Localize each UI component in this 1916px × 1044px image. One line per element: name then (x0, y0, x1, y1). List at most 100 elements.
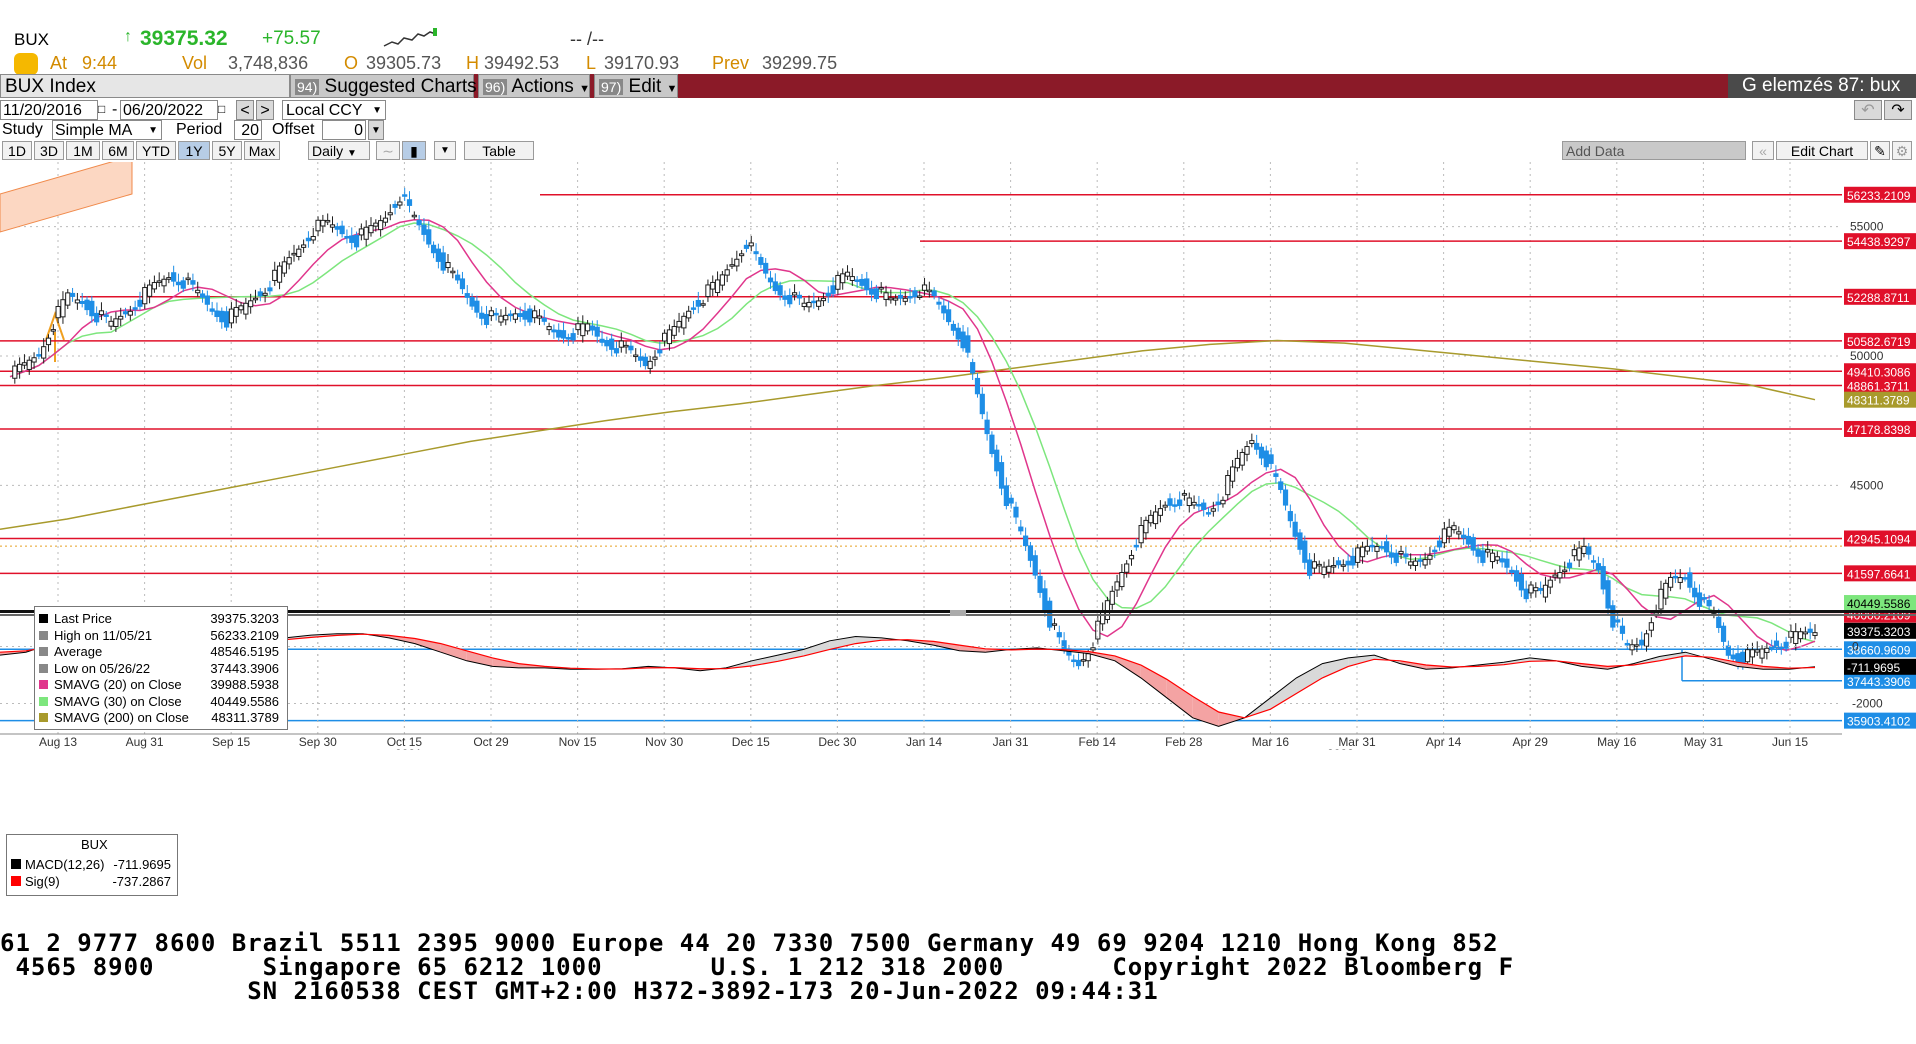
candle (517, 313, 523, 318)
candle (416, 219, 422, 226)
period-button-3d[interactable]: 3D (34, 141, 64, 160)
candle (224, 311, 230, 328)
period-input[interactable]: 20 (234, 120, 262, 140)
candle (1427, 554, 1433, 560)
undo-button[interactable]: ↶ (1854, 100, 1882, 120)
price-badge: 48311.3789 (1847, 394, 1910, 408)
candle (710, 281, 716, 290)
candle (392, 203, 398, 208)
legend-label: SMAVG (20) on Close (54, 677, 182, 692)
candle (1042, 588, 1048, 611)
macd-histogram-fill (777, 649, 804, 662)
candle-chart-button[interactable]: ▮ (402, 141, 426, 160)
candle (960, 331, 966, 349)
candle (507, 313, 514, 317)
line-chart-button[interactable]: ∼ (376, 141, 400, 160)
candle (1133, 544, 1139, 548)
candle (1528, 584, 1534, 594)
x-tick-label: Dec 30 (818, 735, 856, 749)
legend-swatch (39, 630, 48, 640)
study-options-button[interactable]: ▼ (368, 120, 384, 140)
panel-resize-handle (950, 610, 966, 616)
study-select[interactable]: Simple MA ▼ (52, 120, 162, 140)
x-tick-label: May 16 (1597, 735, 1637, 749)
low-label: L (586, 53, 597, 73)
candle (1013, 506, 1019, 518)
period-button-1m[interactable]: 1M (66, 141, 100, 160)
price-tick: 55000 (1850, 220, 1884, 234)
calendar-icon[interactable]: □ (218, 102, 226, 116)
candle (560, 330, 567, 339)
candle (349, 235, 355, 243)
candle (1037, 575, 1043, 593)
offset-input[interactable]: 0 (322, 120, 366, 140)
chart-settings-icon[interactable]: ✎ (1870, 141, 1890, 160)
candle (1326, 565, 1332, 573)
macd-tick: -2000 (1852, 697, 1883, 711)
period-label: Period (176, 121, 223, 138)
candle (1725, 645, 1731, 656)
legend-swatch (39, 614, 48, 623)
candle (103, 314, 109, 317)
period-button-6m[interactable]: 6M (102, 141, 134, 160)
security-field[interactable]: BUX Index (0, 74, 290, 98)
currency-select[interactable]: Local CCY ▼ (282, 100, 386, 120)
period-button-1d[interactable]: 1D (2, 141, 32, 160)
x-tick-label: May 31 (1684, 735, 1724, 749)
scroll-right-button[interactable]: > (256, 100, 274, 120)
period-button-1y[interactable]: 1Y (178, 141, 210, 160)
candle (1027, 545, 1034, 561)
add-data-input[interactable]: Add Data (1562, 141, 1746, 160)
resistance-label-bg (1844, 565, 1916, 582)
suggested-charts-button[interactable]: 94) Suggested Charts (290, 74, 477, 98)
candle (79, 301, 85, 304)
date-to-input[interactable]: 06/20/2022 (120, 100, 218, 120)
period-button-max[interactable]: Max (244, 141, 280, 160)
candle (1177, 499, 1183, 507)
candle (498, 315, 504, 323)
gear-icon[interactable]: ⚙ (1892, 141, 1912, 160)
candle (1590, 560, 1597, 563)
date-from-input[interactable]: 11/20/2016 (0, 100, 98, 120)
high-label: H (466, 53, 479, 73)
candle (989, 434, 995, 455)
candle (1465, 535, 1472, 545)
calendar-icon[interactable]: □ (98, 102, 106, 116)
candle (974, 377, 981, 395)
macd-grid: 0 -2000 (0, 618, 1883, 732)
collapse-panel-button[interactable]: « (1752, 141, 1774, 160)
candle (248, 300, 254, 308)
macd-histogram-fill (1114, 655, 1141, 678)
daily-select[interactable]: Daily ▼ (308, 141, 370, 160)
caret-down-icon: ▼ (148, 125, 158, 136)
candle (763, 262, 769, 274)
table-button[interactable]: Table (464, 141, 534, 160)
caret-down-icon: ▼ (579, 83, 590, 95)
x-tick-label: Nov 15 (559, 735, 597, 749)
candle (1023, 535, 1029, 547)
period-button-ytd[interactable]: YTD (136, 141, 176, 160)
legend-swatch (39, 713, 48, 722)
candle (276, 265, 283, 283)
candle (373, 222, 379, 227)
candle (36, 354, 42, 357)
scroll-left-button[interactable]: < (236, 100, 254, 120)
period-button-5y[interactable]: 5Y (212, 141, 242, 160)
redo-button[interactable]: ↷ (1884, 100, 1912, 120)
legend-label: SMAVG (30) on Close (54, 693, 182, 709)
edit-button[interactable]: 97) Edit ▼ (594, 74, 678, 98)
actions-button[interactable]: 96) Actions ▼ (478, 74, 590, 98)
price-chart[interactable]: 56233.2109 54438.9297 52288.8711 50582.6719… (0, 162, 1916, 750)
candle (1538, 587, 1544, 591)
horizontal-levels (0, 194, 1842, 722)
candle (1552, 574, 1558, 578)
candle (580, 323, 586, 337)
chart-type-dropdown[interactable]: ▼ (434, 141, 456, 160)
candle (1355, 547, 1361, 563)
macd-line (0, 633, 1816, 727)
candle (1181, 493, 1188, 496)
edit-chart-button[interactable]: Edit Chart (1776, 141, 1868, 160)
resistance-label-bg (1844, 377, 1916, 394)
candle (94, 312, 100, 323)
alert-icon[interactable] (14, 53, 38, 75)
